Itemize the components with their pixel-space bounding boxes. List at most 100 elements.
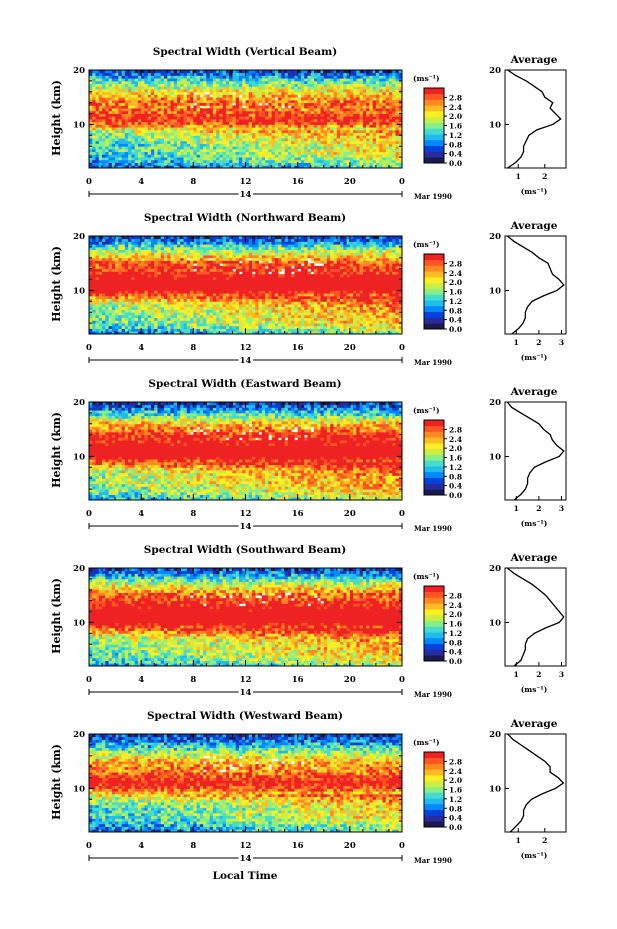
heatmap-cell: [180, 162, 184, 166]
heatmap-cell: [89, 91, 93, 95]
heatmap-cell: [336, 143, 341, 147]
heatmap-cell: [232, 320, 237, 324]
heatmap-cell: [313, 129, 318, 134]
heatmap-cell: [173, 94, 178, 98]
heatmap-cell: [297, 132, 302, 136]
heatmap-cell: [118, 78, 122, 82]
heatmap-cell: [385, 143, 390, 147]
heatmap-cell: [271, 124, 276, 128]
heatmap-cell: [111, 304, 116, 308]
heatmap-cell: [95, 99, 100, 104]
heatmap-cell: [170, 162, 175, 166]
heatmap-cell: [255, 325, 259, 329]
heatmap-cell: [274, 78, 279, 82]
heatmap-cell: [359, 304, 364, 308]
colorbar-segment: [424, 111, 444, 118]
heatmap-cell: [222, 138, 227, 142]
heatmap-cell: [323, 108, 328, 112]
heatmap-cell: [284, 75, 289, 79]
heatmap-cell: [336, 317, 341, 321]
heatmap-cell: [92, 124, 96, 128]
heatmap-cell: [271, 86, 276, 90]
heatmap-cell: [128, 110, 132, 114]
heatmap-cell: [310, 304, 315, 308]
heatmap-cell: [154, 159, 158, 163]
heatmap-cell: [102, 75, 106, 79]
heatmap-cell: [287, 119, 292, 123]
heatmap-cell: [229, 151, 233, 155]
heatmap-cell: [203, 331, 207, 335]
heatmap-cell: [353, 309, 357, 313]
heatmap-cell: [206, 143, 211, 147]
heatmap-cell: [300, 83, 305, 87]
heatmap-cell: [287, 113, 292, 117]
heatmap-cell: [141, 135, 145, 139]
heatmap-cell: [225, 312, 230, 316]
heatmap-cell: [102, 151, 106, 155]
heatmap-cell: [232, 132, 237, 136]
heatmap-cell: [340, 89, 344, 93]
heatmap-cell: [340, 99, 344, 104]
heatmap-cell: [108, 135, 113, 139]
heatmap-cell: [131, 99, 136, 104]
heatmap-cell: [382, 148, 387, 153]
heatmap-cell: [167, 298, 171, 302]
heatmap-cell: [372, 86, 377, 90]
heatmap-cell: [222, 143, 227, 147]
heatmap-cell: [203, 129, 207, 134]
heatmap-cell: [238, 295, 243, 300]
heatmap-cell: [307, 102, 312, 106]
heatmap-cell: [163, 78, 168, 82]
heatmap-cell: [304, 154, 308, 158]
heatmap-cell: [245, 129, 250, 134]
heatmap-cell: [180, 157, 184, 161]
heatmap-cell: [300, 306, 305, 310]
heatmap-cell: [388, 140, 393, 144]
heatmap-cell: [111, 78, 116, 82]
heatmap-cell: [327, 331, 331, 335]
heatmap-cell: [388, 105, 393, 109]
heatmap-cell: [203, 295, 207, 300]
heatmap-cell: [333, 70, 338, 74]
heatmap-cell: [385, 94, 390, 98]
heatmap-cell: [310, 157, 315, 161]
heatmap-cell: [242, 301, 246, 305]
heatmap-cell: [186, 89, 191, 93]
heatmap-cell: [170, 132, 175, 136]
heatmap-cell: [167, 108, 171, 112]
heatmap-cell: [271, 146, 276, 150]
heatmap-cell: [366, 148, 370, 153]
heatmap-cell: [398, 138, 403, 142]
heatmap-cell: [150, 148, 155, 153]
heatmap-cell: [336, 72, 341, 76]
heatmap-cell: [95, 119, 100, 123]
heatmap-cell: [150, 121, 155, 125]
heatmap-cell: [238, 132, 243, 136]
heatmap-cell: [131, 110, 136, 114]
heatmap-cell: [131, 295, 136, 300]
heatmap-cell: [222, 94, 227, 98]
heatmap-cell: [307, 99, 312, 104]
colorbar-segment: [424, 116, 444, 123]
heatmap-cell: [330, 306, 334, 310]
heatmap-cell: [320, 121, 325, 125]
heatmap-cell: [271, 89, 276, 93]
heatmap-cell: [375, 165, 380, 169]
heatmap-cell: [353, 72, 357, 76]
heatmap-cell: [170, 323, 175, 327]
heatmap-cell: [209, 328, 214, 332]
heatmap-cell: [232, 105, 237, 109]
heatmap-cell: [98, 108, 103, 112]
heatmap-cell: [115, 132, 119, 136]
heatmap-cell: [388, 331, 393, 335]
heatmap-cell: [320, 138, 325, 142]
heatmap-cell: [186, 72, 191, 76]
heatmap-cell: [95, 314, 100, 319]
heatmap-cell: [248, 97, 253, 101]
heatmap-cell: [242, 110, 246, 114]
heatmap-cell: [199, 309, 204, 313]
heatmap-cell: [144, 129, 149, 134]
heatmap-cell: [281, 113, 286, 117]
heatmap-cell: [115, 306, 119, 310]
heatmap-cell: [392, 121, 396, 125]
